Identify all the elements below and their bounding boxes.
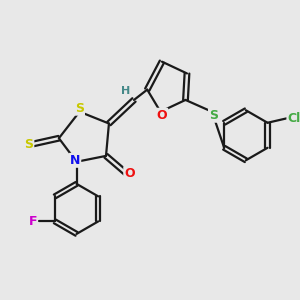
Text: O: O	[157, 109, 167, 122]
Text: N: N	[70, 154, 80, 167]
Text: F: F	[28, 215, 37, 228]
Text: O: O	[124, 167, 135, 180]
Text: S: S	[75, 102, 84, 115]
Text: Cl: Cl	[287, 112, 300, 125]
Text: S: S	[209, 109, 218, 122]
Text: S: S	[24, 138, 33, 151]
Text: H: H	[121, 86, 130, 96]
